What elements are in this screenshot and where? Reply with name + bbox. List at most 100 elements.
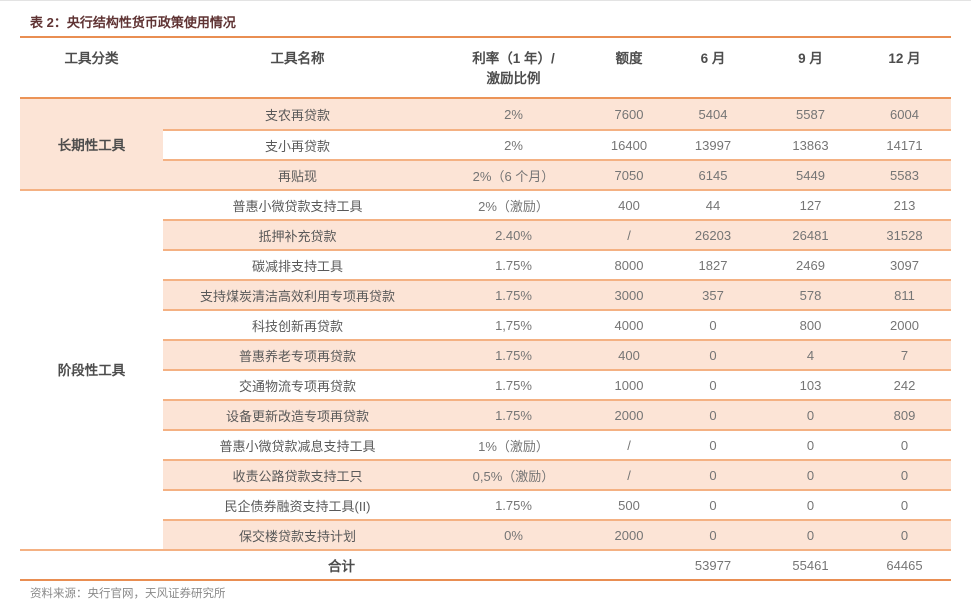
rate-value: 1.75% [495,497,532,513]
quota-value: 2000 [614,407,644,423]
quota-value: 400 [618,197,640,213]
tool-name: 支小再贷款 [264,138,330,154]
jun-value: 0 [709,497,717,513]
col-header-quota: 额度 [615,51,643,66]
quota-value: 500 [618,497,640,513]
jun-value: 13997 [694,137,732,153]
rate-value: 1%（激励） [478,438,549,454]
jun-value: 26203 [694,227,732,243]
dec-value: 5583 [890,167,919,183]
tool-name: 收责公路贷款支持工只 [232,468,363,484]
tool-name: 交通物流专项再贷款 [238,378,356,394]
jun-value: 357 [702,287,724,303]
tool-name: 支持煤炭清洁高效利用专项再贷款 [199,288,395,304]
sep-value: 0 [806,467,815,483]
rate-value: 1.75% [495,287,532,303]
dec-value: 811 [894,287,915,303]
col-header-sep: 9 月 [798,51,823,66]
col-header-rate-line2: 激励比例 [486,71,541,86]
jun-value: 6145 [698,167,728,183]
dec-value: 0 [900,527,909,543]
jun-value: 5404 [698,106,728,122]
total-dec-value: 64465 [886,557,923,573]
category-cell-phased: 阶段性工具 [20,189,163,549]
table-row: 设备更新改造专项再贷款 1.75% 2000 0 0 809 [20,399,951,429]
table-row: 支农再贷款 2% 7600 5404 5587 6004 [20,99,951,129]
quota-value: 400 [618,347,640,363]
rate-value: 1.75% [495,407,532,423]
quota-value: 7600 [614,106,644,122]
tool-name: 民企债券融资支持工具(II) [224,498,371,514]
sep-value: 26481 [792,227,829,243]
tool-name: 抵押补充贷款 [258,228,337,244]
dec-value: 213 [893,197,916,213]
dec-value: 6004 [890,106,919,122]
sep-value: 127 [799,197,822,213]
total-sep-value: 55461 [792,557,829,573]
sep-value: 0 [806,407,815,423]
dec-value: 7 [900,347,909,363]
sep-value: 13863 [792,137,829,153]
col-header-rate-line1: 利率（1 年）/ [472,51,555,66]
jun-value: 0 [709,347,717,363]
jun-value: 0 [709,527,717,543]
sep-value: 2469 [796,257,825,273]
dec-value: 0 [900,497,909,513]
dec-value: 3097 [890,257,919,273]
rate-value: 2% [504,137,523,153]
table-row: 再贴现 2%（6 个月） 7050 6145 5449 5583 [20,159,951,189]
sep-value: 0 [806,437,815,453]
col-header-name: 工具名称 [270,51,325,66]
table-row: 支小再贷款 2% 16400 13997 13863 14171 [20,129,951,159]
quota-value: / [627,467,631,483]
quota-value: 8000 [614,257,644,273]
tool-name: 再贴现 [277,168,317,184]
tool-name: 设备更新改造专项再贷款 [225,408,369,424]
rate-value: 2%（6 个月） [472,168,555,184]
rate-value: 2% [504,106,523,122]
dec-value: 0 [900,467,909,483]
tool-name: 碳减排支持工具 [251,258,343,274]
table-row: 支持煤炭清洁高效利用专项再贷款 1.75% 3000 357 578 811 [20,279,951,309]
tool-name: 普惠小微贷款减息支持工具 [219,438,376,454]
rate-value: 1.75% [495,257,532,273]
tool-name: 科技创新再贷款 [251,318,343,334]
col-header-category: 工具分类 [64,51,119,66]
rate-value: 2.40% [495,227,532,243]
rate-value: 0,5%（激励） [472,468,555,484]
sep-value: 5449 [796,167,825,183]
rate-value: 1.75% [495,347,532,363]
quota-value: / [627,437,631,453]
tool-name: 支农再贷款 [264,107,330,123]
table-title: 表 2：央行结构性货币政策使用情况 [30,15,236,30]
quota-value: 2000 [614,527,644,543]
table-header-row: 工具分类 工具名称 利率（1 年）/ 激励比例 额度 6 月 9 月 12 月 [20,38,951,99]
total-jun-value: 53977 [694,557,732,573]
jun-value: 0 [709,437,717,453]
jun-value: 0 [709,407,717,423]
sep-value: 4 [806,347,815,363]
table-row: 普惠小微贷款支持工具 2%（激励） 400 44 127 213 [20,189,951,219]
sep-value: 578 [799,287,822,303]
dec-value: 31528 [886,227,923,243]
jun-value: 0 [709,317,717,333]
sep-value: 800 [799,317,822,333]
jun-value: 0 [709,377,717,393]
sep-value: 5587 [796,106,825,122]
rate-value: 0% [504,527,523,543]
rate-value: 2%（激励） [478,198,549,214]
dec-value: 14171 [886,137,923,153]
table-body: 长期性工具 阶段性工具 支农再贷款 2% 7600 5404 5587 6004… [20,99,951,579]
quota-value: 1000 [614,377,644,393]
sep-value: 0 [806,497,815,513]
table-row: 民企债券融资支持工具(II) 1.75% 500 0 0 0 [20,489,951,519]
total-label: 合计 [328,559,355,574]
sep-value: 103 [799,377,822,393]
table-row: 科技创新再贷款 1,75% 4000 0 800 2000 [20,309,951,339]
quota-value: 7050 [614,167,644,183]
jun-value: 0 [709,467,717,483]
col-header-jun: 6 月 [700,51,726,66]
quota-value: / [627,227,631,243]
col-header-dec: 12 月 [888,51,921,66]
quota-value: 16400 [610,137,648,153]
